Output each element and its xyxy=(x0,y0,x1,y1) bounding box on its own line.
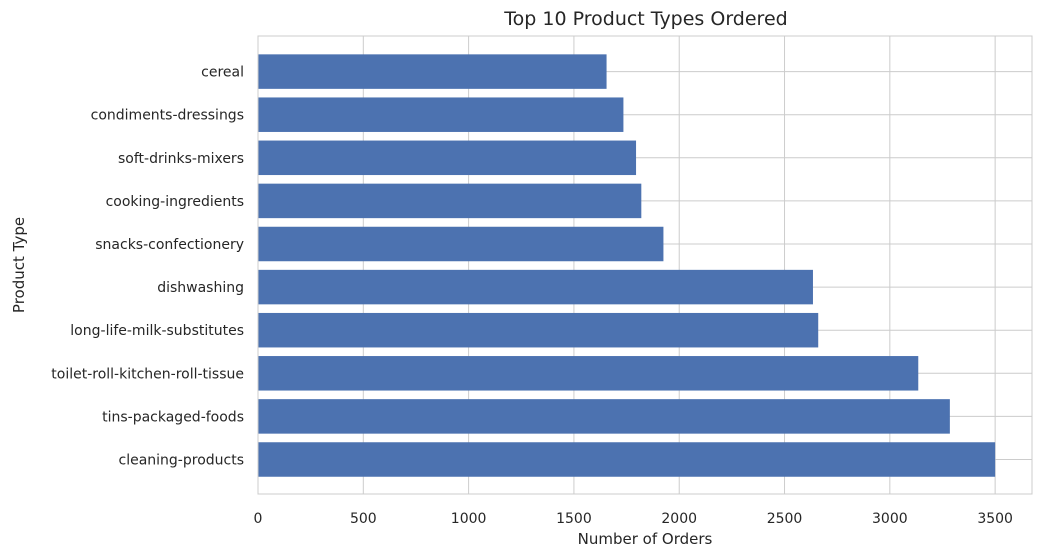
bar-cleaning-products xyxy=(258,442,996,477)
y-tick-labels: cleaning-products tins-packaged-foods toil… xyxy=(51,65,244,469)
bar-condiments-dressings xyxy=(258,97,624,132)
bar-snacks-confectionery xyxy=(258,226,664,262)
bar-cereal xyxy=(258,54,607,89)
x-tick-label: 3000 xyxy=(872,511,908,527)
x-tick-label: 2000 xyxy=(661,511,697,527)
x-tick-label: 500 xyxy=(350,511,377,527)
y-tick-label: long-life-milk-substitutes xyxy=(70,323,244,339)
bars xyxy=(258,54,996,477)
x-tick-label: 2500 xyxy=(767,511,803,527)
x-tick-label: 1000 xyxy=(451,511,487,527)
bar-long-life-milk-substitutes xyxy=(258,312,819,348)
y-tick-label: cooking-ingredients xyxy=(106,194,244,210)
bar-cooking-ingredients xyxy=(258,183,642,219)
x-tick-label: 1500 xyxy=(556,511,592,527)
bar-dishwashing xyxy=(258,269,813,305)
y-tick-label: cereal xyxy=(201,65,244,81)
bar-tins-packaged-foods xyxy=(258,399,950,434)
y-tick-label: soft-drinks-mixers xyxy=(118,151,244,167)
chart-title: Top 10 Product Types Ordered xyxy=(503,8,787,30)
y-tick-label: tins-packaged-foods xyxy=(102,409,244,425)
y-tick-label: dishwashing xyxy=(157,280,244,296)
x-tick-label: 3500 xyxy=(977,511,1013,527)
x-tick-label: 0 xyxy=(254,511,263,527)
y-axis-label: Product Type xyxy=(10,217,28,313)
bar-toilet-roll-kitchen-roll-tissue xyxy=(258,356,919,391)
y-tick-label: condiments-dressings xyxy=(91,108,244,124)
x-tick-labels: 0 500 1000 1500 2000 2500 3000 3500 xyxy=(254,511,1013,527)
y-tick-label: toilet-roll-kitchen-roll-tissue xyxy=(51,366,244,382)
y-tick-label: snacks-confectionery xyxy=(95,237,244,253)
x-axis-label: Number of Orders xyxy=(578,530,713,548)
bar-soft-drinks-mixers xyxy=(258,140,637,176)
plot-frame xyxy=(257,35,1033,495)
y-tick-label: cleaning-products xyxy=(119,453,245,469)
